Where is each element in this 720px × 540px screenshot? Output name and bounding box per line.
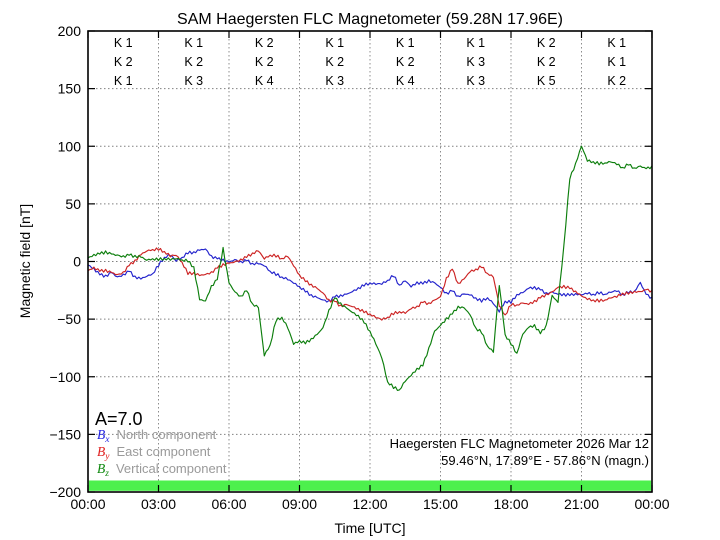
- series-bz: [87, 145, 653, 391]
- chart-title: SAM Haegersten FLC Magnetometer (59.28N …: [177, 11, 563, 28]
- bx-symbol: B: [97, 427, 105, 442]
- bz-subscript: z: [104, 469, 109, 479]
- k-index-label: K 1: [325, 36, 344, 50]
- y-tick-label: −100: [49, 369, 81, 385]
- by-symbol: B: [97, 444, 105, 459]
- k-index-layer: K 1 K 1 K 2 K 1 K 1 K 1 K 2 K 1 K 2 K 2 K 2 K 2 K 2 K…: [114, 36, 626, 88]
- plot-frame: [87, 30, 653, 493]
- x-tick-label: 15:00: [423, 496, 458, 512]
- x-tick-label: 00:00: [70, 496, 105, 512]
- legend: Bx North component By East component Bz Ver…: [97, 427, 227, 479]
- y-tick-label: 200: [58, 23, 82, 39]
- k-index-label: K 4: [396, 74, 415, 88]
- k-index-label: K 1: [114, 74, 133, 88]
- x-tick-label: 21:00: [564, 496, 599, 512]
- y-tick-label: 150: [58, 81, 82, 97]
- y-tick-label: 0: [73, 254, 81, 270]
- x-tick-label: 18:00: [493, 496, 528, 512]
- k-index-label: K 1: [607, 36, 626, 50]
- k-index-label: K 3: [466, 55, 485, 69]
- y-tick-label: −150: [49, 426, 81, 442]
- k-index-label: K 2: [114, 55, 133, 69]
- legend-row-bx: Bx North component: [97, 427, 217, 445]
- y-tick-label: −200: [49, 484, 81, 500]
- k-index-label: K 5: [537, 74, 556, 88]
- series-layer: [87, 145, 653, 391]
- y-tick-label: 100: [58, 138, 82, 154]
- series-bx: [87, 248, 653, 313]
- k-index-label: K 2: [537, 55, 556, 69]
- legend-label-vertical: Vertical component: [116, 461, 227, 476]
- legend-row-by: By East component: [97, 444, 211, 462]
- x-axis-label: Time [UTC]: [334, 520, 405, 536]
- x-tick-label: 06:00: [211, 496, 246, 512]
- k-index-label: K 1: [114, 36, 133, 50]
- x-tick-label: 00:00: [634, 496, 669, 512]
- k-index-label: K 1: [466, 36, 485, 50]
- legend-row-bz: Bz Vertical component: [97, 461, 227, 479]
- station-note-line1: Haegersten FLC Magnetometer 2026 Mar 12: [390, 436, 649, 451]
- legend-label-east: East component: [116, 444, 210, 459]
- k-index-label: K 1: [184, 36, 203, 50]
- k-index-label: K 1: [396, 36, 415, 50]
- k-index-label: K 4: [255, 74, 274, 88]
- k-index-label: K 2: [396, 55, 415, 69]
- bx-subscript: x: [104, 435, 110, 445]
- series-by: [87, 247, 653, 321]
- k-index-label: K 2: [184, 55, 203, 69]
- grid-layer: [88, 31, 652, 492]
- k-index-label: K 3: [184, 74, 203, 88]
- k-index-label: K 2: [607, 74, 626, 88]
- y-axis-label: Magnetic field [nT]: [17, 204, 33, 318]
- x-tick-label: 09:00: [282, 496, 317, 512]
- k-index-label: K 3: [325, 74, 344, 88]
- x-tick-label: 12:00: [352, 496, 387, 512]
- station-note-line2: 59.46°N, 17.89°E - 57.86°N (magn.): [441, 453, 649, 468]
- legend-label-north: North component: [116, 427, 216, 442]
- k-index-label: K 2: [537, 36, 556, 50]
- x-tick-label: 03:00: [141, 496, 176, 512]
- a-index-annotation: A=7.0: [95, 409, 143, 429]
- k-index-label: K 1: [607, 55, 626, 69]
- k-index-label: K 3: [466, 74, 485, 88]
- tick-label-layer: 00:00 03:00 06:00 09:00 12:00 15:00 18:00 21:00…: [49, 23, 669, 512]
- k-index-label: K 2: [325, 55, 344, 69]
- y-tick-label: −50: [57, 311, 81, 327]
- k-index-label: K 2: [255, 55, 274, 69]
- y-tick-label: 50: [65, 196, 81, 212]
- bz-symbol: B: [97, 461, 105, 476]
- k-index-label: K 2: [255, 36, 274, 50]
- by-subscript: y: [104, 452, 110, 462]
